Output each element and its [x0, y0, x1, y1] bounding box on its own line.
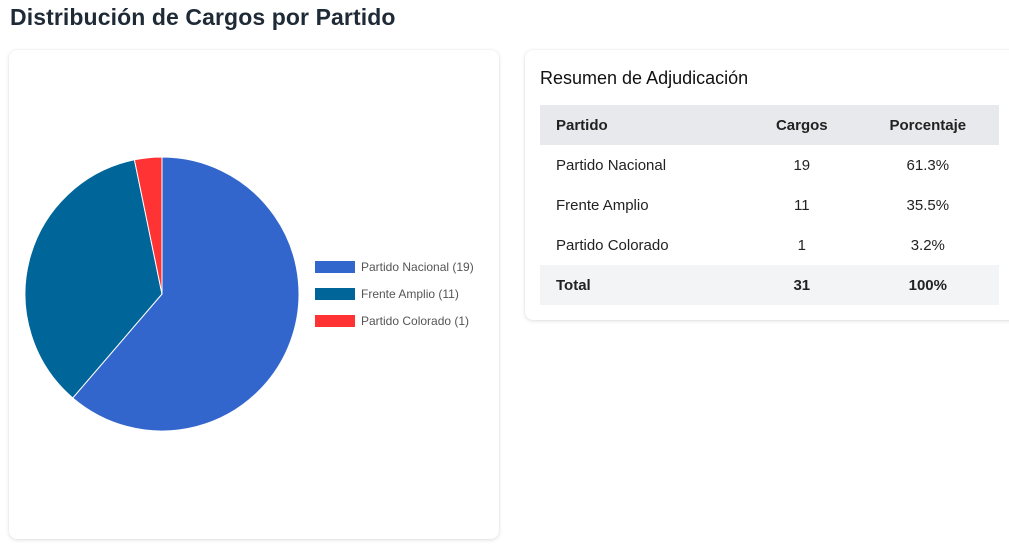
legend-swatch — [315, 315, 355, 327]
total-cargos: 31 — [793, 276, 811, 294]
table-header-row: Partido Cargos Porcentaje — [540, 105, 999, 145]
legend-item: Frente Amplio (11) — [315, 287, 459, 301]
legend-swatch — [315, 261, 355, 273]
table-row: Frente Amplio 11 35.5% — [540, 185, 999, 225]
cell-cargos: 11 — [794, 196, 810, 214]
table-row: Partido Colorado 1 3.2% — [540, 225, 999, 265]
cell-cargos: 19 — [793, 156, 811, 174]
pie-chart: Partido Nacional (19) Frente Amplio (11) P… — [24, 156, 474, 432]
cell-party: Frente Amplio — [556, 196, 649, 214]
total-percentage: 100% — [908, 276, 947, 294]
legend-swatch — [315, 288, 355, 300]
pie-slice-partido-colorado — [133, 156, 163, 295]
legend-item: Partido Colorado (1) — [315, 314, 469, 328]
cell-party: Partido Colorado — [556, 236, 669, 254]
cell-cargos: 1 — [797, 236, 806, 254]
pie-slice-partido-nacional — [72, 156, 300, 432]
legend-label: Frente Amplio (11) — [361, 287, 459, 301]
legend-item: Partido Nacional (19) — [315, 260, 474, 274]
cell-percentage: 35.5% — [906, 196, 950, 214]
legend-label: Partido Nacional (19) — [361, 260, 474, 274]
table-row: Partido Nacional 19 61.3% — [540, 145, 999, 185]
cell-party: Partido Nacional — [556, 156, 667, 174]
total-label: Total — [556, 276, 591, 294]
total-row: Total 31 100% — [540, 265, 999, 305]
cell-percentage: 3.2% — [910, 236, 945, 254]
summary-card: Resumen de Adjudicación Partido Cargos P… — [525, 50, 1009, 320]
header-partido: Partido — [556, 116, 608, 134]
chart-card: Partido Nacional (19) Frente Amplio (11) P… — [9, 50, 499, 539]
header-porcentaje: Porcentaje — [889, 116, 967, 134]
legend-label: Partido Colorado (1) — [361, 314, 469, 328]
summary-table: Partido Cargos Porcentaje Partido Nacion… — [540, 105, 999, 305]
pie-slice-frente-amplio — [24, 159, 163, 399]
header-cargos: Cargos — [775, 116, 828, 134]
cell-percentage: 61.3% — [906, 156, 950, 174]
summary-title: Resumen de Adjudicación — [540, 68, 749, 88]
page-title: Distribución de Cargos por Partido — [10, 4, 396, 30]
